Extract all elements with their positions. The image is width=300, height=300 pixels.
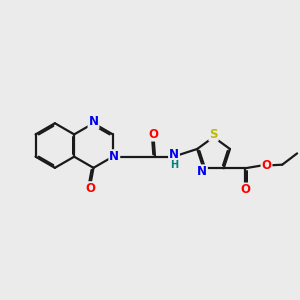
Text: O: O <box>85 182 95 195</box>
Text: O: O <box>240 184 250 196</box>
Text: H: H <box>170 160 178 170</box>
Text: N: N <box>169 148 179 161</box>
Text: O: O <box>148 128 158 141</box>
Text: N: N <box>197 165 207 178</box>
Text: O: O <box>262 159 272 172</box>
Text: N: N <box>88 115 98 128</box>
Text: N: N <box>109 150 119 163</box>
Text: S: S <box>209 128 218 141</box>
